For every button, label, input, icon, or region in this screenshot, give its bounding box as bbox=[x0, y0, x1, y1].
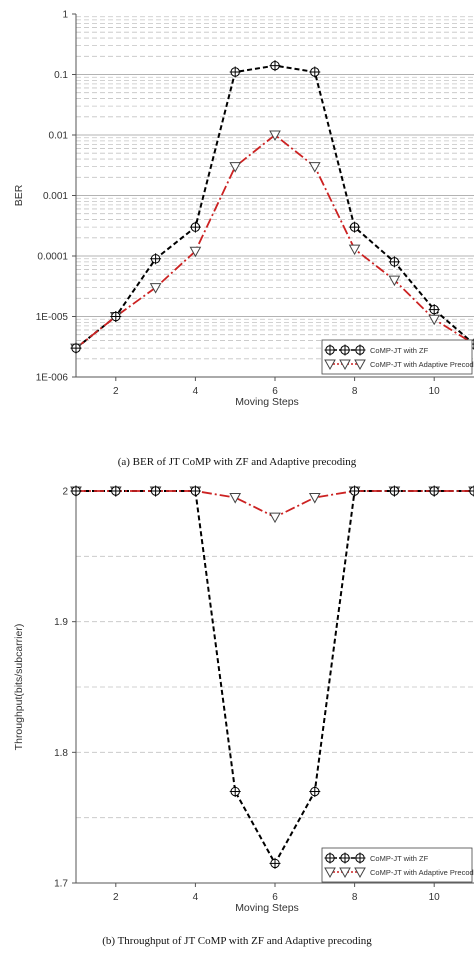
y-tick-label: 1.7 bbox=[54, 879, 68, 890]
data-point-adaptive bbox=[270, 513, 280, 522]
legend-label: CoMP-JT with ZF bbox=[370, 346, 429, 355]
x-axis-title: Moving Steps bbox=[235, 396, 299, 408]
y-tick-label: 1.9 bbox=[54, 617, 68, 628]
y-tick-label: 2 bbox=[62, 487, 68, 498]
series-line-zf bbox=[76, 491, 474, 863]
y-axis-title: Throughput(bits/subcarrier) bbox=[13, 624, 25, 751]
data-point-adaptive bbox=[310, 494, 320, 503]
x-tick-label: 2 bbox=[113, 386, 119, 397]
figure-caption-a: (a) BER of JT CoMP with ZF and Adaptive … bbox=[0, 456, 474, 468]
legend-label: CoMP-JT with Adaptive Precoding bbox=[370, 868, 474, 877]
legend-label: CoMP-JT with ZF bbox=[370, 854, 429, 863]
data-point-adaptive bbox=[389, 276, 399, 285]
data-point-adaptive bbox=[310, 163, 320, 172]
y-tick-label: 0.1 bbox=[54, 70, 68, 81]
x-tick-label: 8 bbox=[352, 386, 358, 397]
x-tick-label: 4 bbox=[193, 892, 199, 903]
y-tick-label: 1 bbox=[62, 10, 68, 21]
y-tick-label: 1.8 bbox=[54, 748, 68, 759]
legend-label: CoMP-JT with Adaptive Precoding bbox=[370, 360, 474, 369]
x-tick-label: 4 bbox=[193, 386, 199, 397]
y-tick-label: 1E-006 bbox=[36, 373, 69, 384]
x-tick-label: 10 bbox=[429, 386, 441, 397]
legend: CoMP-JT with ZF CoMP-JT with Adaptive Pre… bbox=[322, 340, 474, 374]
figure-caption-b: (b) Throughput of JT CoMP with ZF and Ad… bbox=[0, 935, 474, 947]
x-axis-title: Moving Steps bbox=[235, 902, 299, 914]
y-tick-label: 1E-005 bbox=[36, 312, 69, 323]
y-axis-title: BER bbox=[13, 184, 25, 206]
x-tick-label: 10 bbox=[429, 892, 441, 903]
data-point-adaptive bbox=[230, 163, 240, 172]
series-line-zf bbox=[76, 66, 474, 348]
y-tick-label: 0.0001 bbox=[37, 252, 68, 263]
x-tick-label: 8 bbox=[352, 892, 358, 903]
legend: CoMP-JT with ZF CoMP-JT with Adaptive Pre… bbox=[322, 848, 474, 882]
data-point-adaptive bbox=[230, 494, 240, 503]
data-point-adaptive bbox=[429, 315, 439, 324]
y-tick-label: 0.001 bbox=[43, 191, 68, 202]
y-tick-label: 0.01 bbox=[49, 131, 69, 142]
x-tick-label: 2 bbox=[113, 892, 119, 903]
grid-lines bbox=[76, 556, 474, 817]
